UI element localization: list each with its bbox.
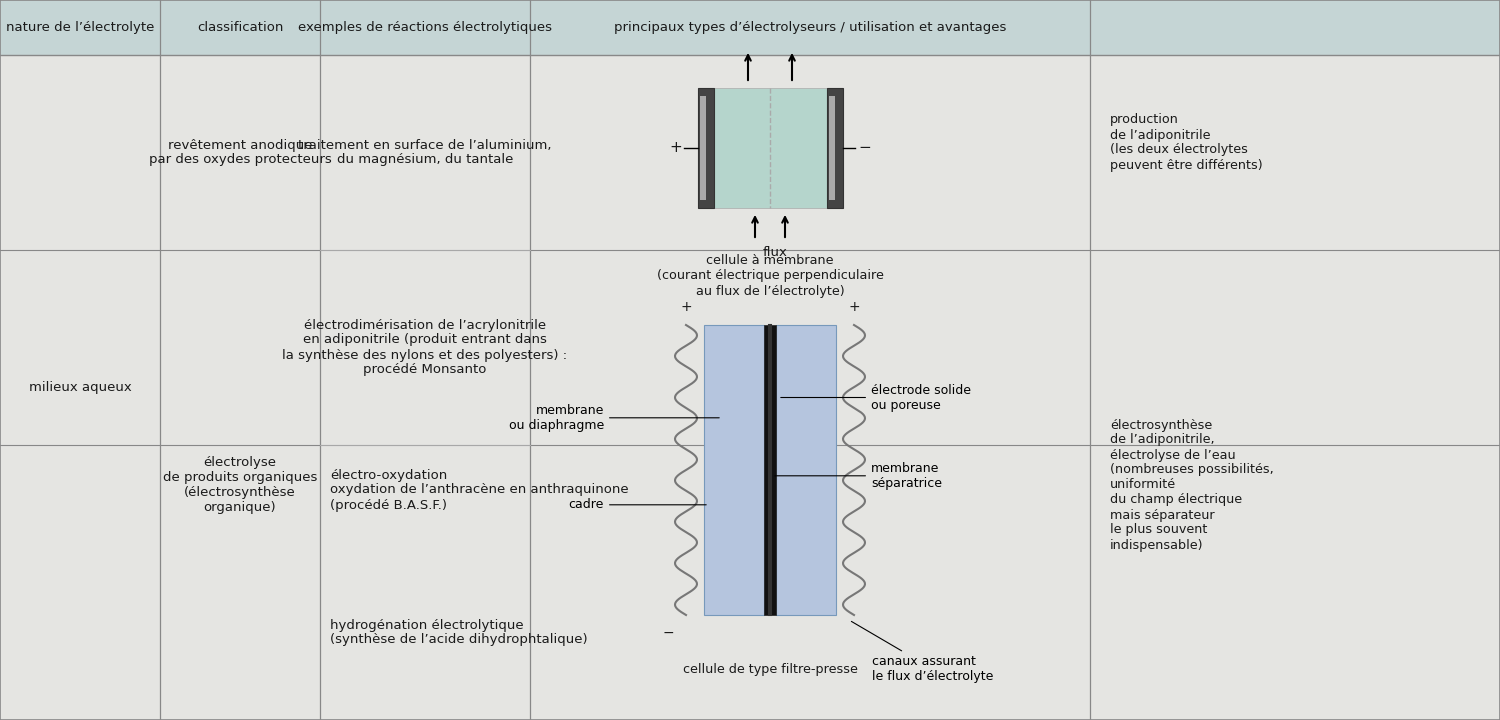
Bar (776, 325, 836, 615)
Text: principaux types d’électrolyseurs / utilisation et avantages: principaux types d’électrolyseurs / util… (614, 21, 1007, 34)
Text: électrode solide
ou poreuse: électrode solide ou poreuse (782, 384, 970, 412)
Text: traitement en surface de l’aluminium,
du magnésium, du tantale: traitement en surface de l’aluminium, du… (298, 138, 552, 166)
Bar (0, 0, 1500, 55)
Text: cellule à membrane
(courant électrique perpendiculaire
au flux de l’électrolyte): cellule à membrane (courant électrique p… (657, 254, 884, 297)
Text: électrosynthèse
de l’adiponitrile,
électrolyse de l’eau
(nombreuses possibilités: électrosynthèse de l’adiponitrile, élect… (1110, 418, 1274, 552)
Text: membrane
séparatrice: membrane séparatrice (776, 462, 942, 490)
Text: nature de l’électrolyte: nature de l’électrolyte (6, 21, 154, 34)
Text: canaux assurant
le flux d’électrolyte: canaux assurant le flux d’électrolyte (852, 621, 993, 683)
Text: cadre: cadre (568, 498, 706, 511)
Bar (704, 325, 764, 615)
Text: membrane
ou diaphragme: membrane ou diaphragme (509, 404, 718, 432)
Text: flux: flux (762, 246, 788, 259)
Text: hydrogénation électrolytique
(synthèse de l’acide dihydrophtalique): hydrogénation électrolytique (synthèse d… (330, 618, 588, 647)
Text: exemples de réactions électrolytiques: exemples de réactions électrolytiques (298, 21, 552, 34)
Text: +: + (680, 300, 692, 314)
Bar (698, 88, 714, 208)
Text: électrodimérisation de l’acrylonitrile
en adiponitrile (produit entrant dans
la : électrodimérisation de l’acrylonitrile e… (282, 318, 567, 377)
Text: −: − (662, 626, 674, 640)
Text: −: − (858, 140, 871, 156)
Bar (764, 325, 776, 615)
Text: production
de l’adiponitrile
(les deux électrolytes
peuvent être différents): production de l’adiponitrile (les deux é… (1110, 114, 1263, 171)
Text: milieux aqueux: milieux aqueux (28, 381, 132, 394)
Bar (714, 88, 827, 208)
Text: revêtement anodique
par des oxydes protecteurs: revêtement anodique par des oxydes prote… (148, 138, 332, 166)
Bar (827, 88, 843, 208)
Text: cellule de type filtre-presse: cellule de type filtre-presse (682, 664, 858, 677)
Text: +: + (847, 300, 859, 314)
Bar (699, 96, 705, 200)
Text: +: + (669, 140, 682, 156)
Text: classification: classification (196, 21, 284, 34)
Bar (828, 96, 834, 200)
Text: électrolyse
de produits organiques
(électrosynthèse
organique): électrolyse de produits organiques (élec… (164, 456, 316, 514)
Text: électro-oxydation
oxydation de l’anthracène en anthraquinone
(procédé B.A.S.F.): électro-oxydation oxydation de l’anthrac… (330, 469, 628, 511)
